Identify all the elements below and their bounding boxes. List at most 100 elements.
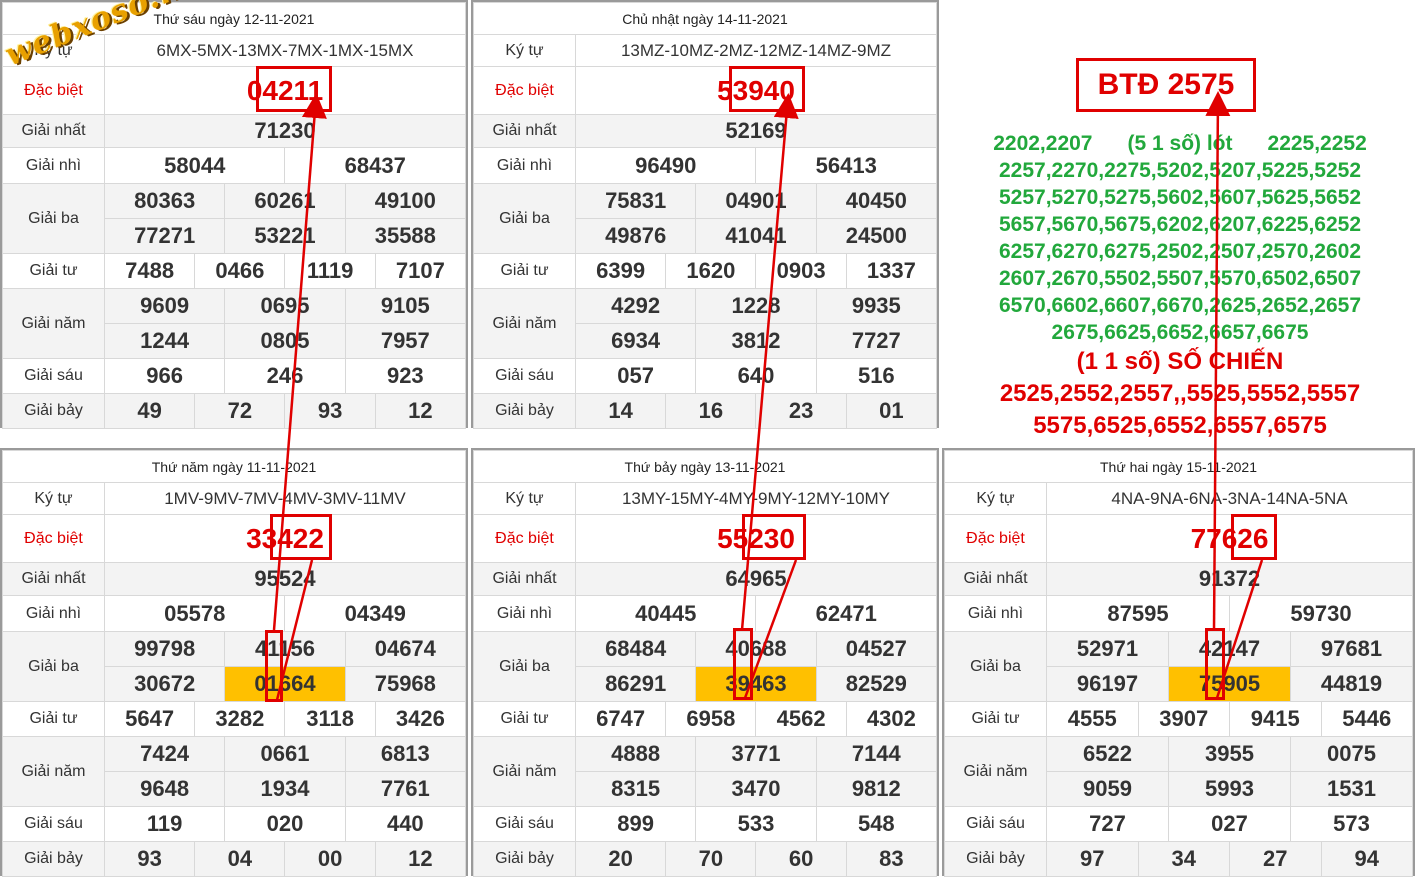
btd-box: BTĐ 2575 <box>1076 58 1256 112</box>
label-giai-nhi: Giải nhì <box>2 147 105 184</box>
special-digits-box-3 <box>270 514 332 560</box>
fourth-prize-3: 1119 <box>284 253 376 289</box>
sixth-prize-2: 533 <box>695 806 817 842</box>
second-prize-2: 59730 <box>1229 595 1413 632</box>
panel-title: Thứ bảy ngày 13-11-2021 <box>473 450 937 483</box>
seventh-prize-2: 70 <box>665 841 757 877</box>
fourth-prize-4: 7107 <box>374 253 467 289</box>
red-line-3: 5575,6525,6552,6557,6575 <box>1033 412 1327 439</box>
first-prize: 64965 <box>575 562 937 596</box>
fifth-prize-3: 6813 <box>344 736 467 772</box>
third-prize-3: 40450 <box>815 183 938 219</box>
sixth-prize-1: 727 <box>1046 806 1169 842</box>
fifth-prize-5: 1934 <box>224 771 346 807</box>
green-line-8: 2675,6625,6652,6657,6675 <box>1051 321 1309 344</box>
digit-column-box-2 <box>733 628 753 700</box>
third-prize-5-highlighted: 39463 <box>695 666 817 702</box>
label-giai-nhi: Giải nhì <box>2 595 105 632</box>
label-giai-nam: Giải năm <box>944 736 1047 807</box>
first-prize: 95524 <box>104 562 466 596</box>
first-prize: 71230 <box>104 114 466 148</box>
seventh-prize-3: 00 <box>284 841 376 877</box>
label-giai-nam: Giải năm <box>473 288 576 359</box>
sixth-prize-1: 899 <box>574 806 697 842</box>
third-prize-2: 42147 <box>1168 631 1291 667</box>
third-prize-2: 41156 <box>224 631 346 667</box>
special-digits-box-4 <box>742 514 806 560</box>
second-prize-1: 58044 <box>103 147 286 184</box>
fourth-prize-4: 1337 <box>845 253 938 289</box>
third-prize-6: 44819 <box>1290 666 1413 702</box>
label-giai-nhat: Giải nhất <box>2 114 105 148</box>
third-prize-3: 04527 <box>815 631 938 667</box>
special-digits-box-1 <box>256 66 332 112</box>
fifth-prize-1: 6522 <box>1046 736 1169 772</box>
seventh-prize-2: 34 <box>1137 841 1230 877</box>
seventh-prize-1: 20 <box>574 841 667 877</box>
label-giai-sau: Giải sáu <box>473 358 576 394</box>
label-giai-nhi: Giải nhì <box>944 595 1047 632</box>
label-ky-tu: Ký tự <box>2 34 105 67</box>
label-giai-ba: Giải ba <box>944 631 1047 702</box>
fifth-prize-3: 7144 <box>815 736 938 772</box>
third-prize-4: 96197 <box>1046 666 1169 702</box>
fourth-prize-1: 6747 <box>574 701 667 737</box>
seventh-prize-3: 27 <box>1229 841 1322 877</box>
second-prize-1: 40445 <box>574 595 757 632</box>
fourth-prize-3: 9415 <box>1229 701 1322 737</box>
seventh-prize-2: 72 <box>194 393 286 429</box>
label-giai-tu: Giải tư <box>473 701 576 737</box>
panel-title: Thứ sáu ngày 12-11-2021 <box>2 2 466 35</box>
result-table-3: Thứ năm ngày 11-11-2021 Ký tự 1MV-9MV-7MV… <box>2 450 467 877</box>
label-dac-biet: Đặc biệt <box>2 514 105 563</box>
sixth-prize-3: 573 <box>1290 806 1413 842</box>
result-panel-3: Thứ năm ngày 11-11-2021 Ký tự 1MV-9MV-7MV… <box>0 448 468 877</box>
third-prize-1: 52971 <box>1046 631 1169 667</box>
fifth-prize-4: 1244 <box>103 323 226 359</box>
fourth-prize-4: 5446 <box>1320 701 1413 737</box>
second-prize-2: 68437 <box>284 147 466 184</box>
third-prize-2: 04901 <box>695 183 817 219</box>
third-prize-3: 49100 <box>344 183 467 219</box>
sixth-prize-1: 966 <box>103 358 226 394</box>
third-prize-5: 41041 <box>695 218 817 254</box>
seventh-prize-3: 60 <box>755 841 847 877</box>
third-prize-3: 97681 <box>1290 631 1413 667</box>
label-ky-tu: Ký tự <box>944 482 1047 515</box>
sixth-prize-1: 057 <box>574 358 697 394</box>
sixth-prize-3: 516 <box>815 358 938 394</box>
fifth-prize-1: 9609 <box>103 288 226 324</box>
label-giai-nam: Giải năm <box>2 288 105 359</box>
fifth-prize-2: 3771 <box>695 736 817 772</box>
panel-title: Thứ năm ngày 11-11-2021 <box>2 450 466 483</box>
ky-tu-value: 6MX-5MX-13MX-7MX-1MX-15MX <box>104 34 466 67</box>
fifth-prize-6: 7727 <box>815 323 938 359</box>
seventh-prize-4: 01 <box>845 393 938 429</box>
third-prize-6: 24500 <box>815 218 938 254</box>
digit-column-box-1 <box>265 630 283 702</box>
panel-title: Chủ nhật ngày 14-11-2021 <box>473 2 937 35</box>
label-giai-sau: Giải sáu <box>944 806 1047 842</box>
fifth-prize-2: 1228 <box>695 288 817 324</box>
second-prize-2: 62471 <box>755 595 937 632</box>
fifth-prize-3: 9105 <box>344 288 467 324</box>
fourth-prize-2: 3282 <box>194 701 286 737</box>
third-prize-1: 99798 <box>103 631 226 667</box>
fourth-prize-1: 5647 <box>103 701 196 737</box>
fifth-prize-5: 5993 <box>1168 771 1291 807</box>
result-table-5: Thứ hai ngày 15-11-2021 Ký tự 4NA-9NA-6NA… <box>944 450 1413 877</box>
ky-tu-value: 4NA-9NA-6NA-3NA-14NA-5NA <box>1046 482 1413 515</box>
sixth-prize-3: 548 <box>815 806 938 842</box>
third-prize-1: 68484 <box>574 631 697 667</box>
third-prize-2: 60261 <box>224 183 346 219</box>
fifth-prize-1: 4292 <box>574 288 697 324</box>
fourth-prize-2: 0466 <box>194 253 286 289</box>
fifth-prize-3: 9935 <box>815 288 938 324</box>
result-table-4: Thứ bảy ngày 13-11-2021 Ký tự 13MY-15MY-4… <box>473 450 938 877</box>
label-dac-biet: Đặc biệt <box>944 514 1047 563</box>
label-dac-biet: Đặc biệt <box>473 514 576 563</box>
result-panel-2: Chủ nhật ngày 14-11-2021 Ký tự 13MZ-10MZ-… <box>471 0 939 429</box>
special-digits-box-5 <box>1231 514 1277 560</box>
second-prize-2: 04349 <box>284 595 466 632</box>
fourth-prize-2: 6958 <box>665 701 757 737</box>
